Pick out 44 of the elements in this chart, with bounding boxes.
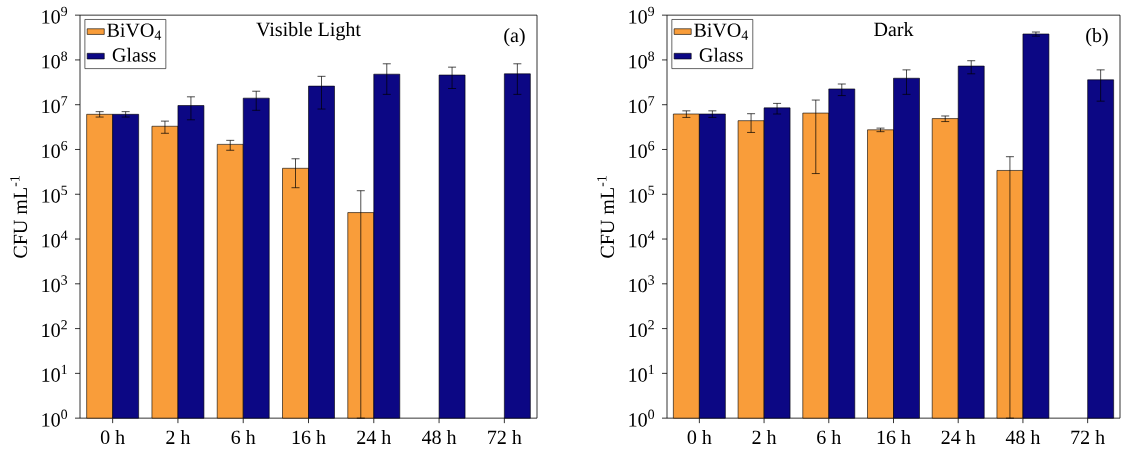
y-tick-label: 10$^{2}$ [629, 320, 654, 338]
legend-label: BiVO$_{4}$ [694, 23, 749, 40]
y-tick-label: 10$^{6}$ [629, 140, 655, 158]
y-tick-label: 10$^{0}$ [42, 409, 68, 427]
y-tick-label: 10$^{7}$ [42, 96, 68, 114]
x-tick-label: 0 h [100, 429, 125, 444]
annotation: (a) [504, 28, 525, 47]
y-tick-label: 10$^{4}$ [42, 230, 68, 248]
x-tick-label: 16 h [877, 429, 911, 444]
y-tick-label: 10$^{6}$ [42, 140, 68, 158]
x-tick-label: 72 h [488, 429, 522, 444]
y-tick-label: 10$^{0}$ [629, 409, 655, 427]
legend-label: Glass [699, 47, 743, 62]
x-tick-label: 6 h [231, 429, 256, 444]
x-tick-label: 2 h [752, 429, 777, 444]
x-tick-label: 0 h [687, 429, 712, 444]
x-tick-label: 6 h [817, 429, 842, 444]
y-tick-label: 10$^{8}$ [42, 51, 68, 69]
chart-title: Visible Light [256, 22, 361, 41]
x-tick-label: 48 h [421, 429, 457, 444]
y-tick-label: 10$^{8}$ [629, 51, 655, 69]
y-tick-label: 10$^{5}$ [42, 185, 68, 203]
y-tick-label: 10$^{4}$ [629, 230, 655, 248]
x-tick-label: 72 h [1071, 429, 1105, 444]
x-tick-label: 16 h [292, 429, 326, 444]
annotation: (b) [1086, 28, 1108, 47]
y-tick-label: 10$^{9}$ [629, 6, 655, 24]
y-tick-label: 10$^{5}$ [629, 185, 655, 203]
legend-label: Glass [112, 47, 156, 62]
y-axis-title: CFU mL$^{-1}$ [597, 176, 615, 258]
y-tick-label: 10$^{3}$ [629, 275, 655, 293]
legend-label: BiVO$_{4}$ [107, 23, 162, 40]
x-tick-label: 2 h [166, 429, 191, 444]
x-tick-label: 24 h [357, 429, 392, 444]
chart-title: Dark [874, 22, 914, 37]
y-tick-label: 10$^{1}$ [629, 364, 654, 382]
y-axis-title: CFU mL$^{-1}$ [10, 176, 28, 258]
x-tick-label: 48 h [1005, 429, 1041, 444]
y-tick-label: 10$^{1}$ [42, 364, 67, 382]
y-tick-label: 10$^{3}$ [42, 275, 68, 293]
y-tick-label: 10$^{2}$ [42, 320, 67, 338]
y-tick-label: 10$^{9}$ [42, 6, 68, 24]
x-tick-label: 24 h [941, 429, 976, 444]
y-tick-label: 10$^{7}$ [629, 96, 655, 114]
